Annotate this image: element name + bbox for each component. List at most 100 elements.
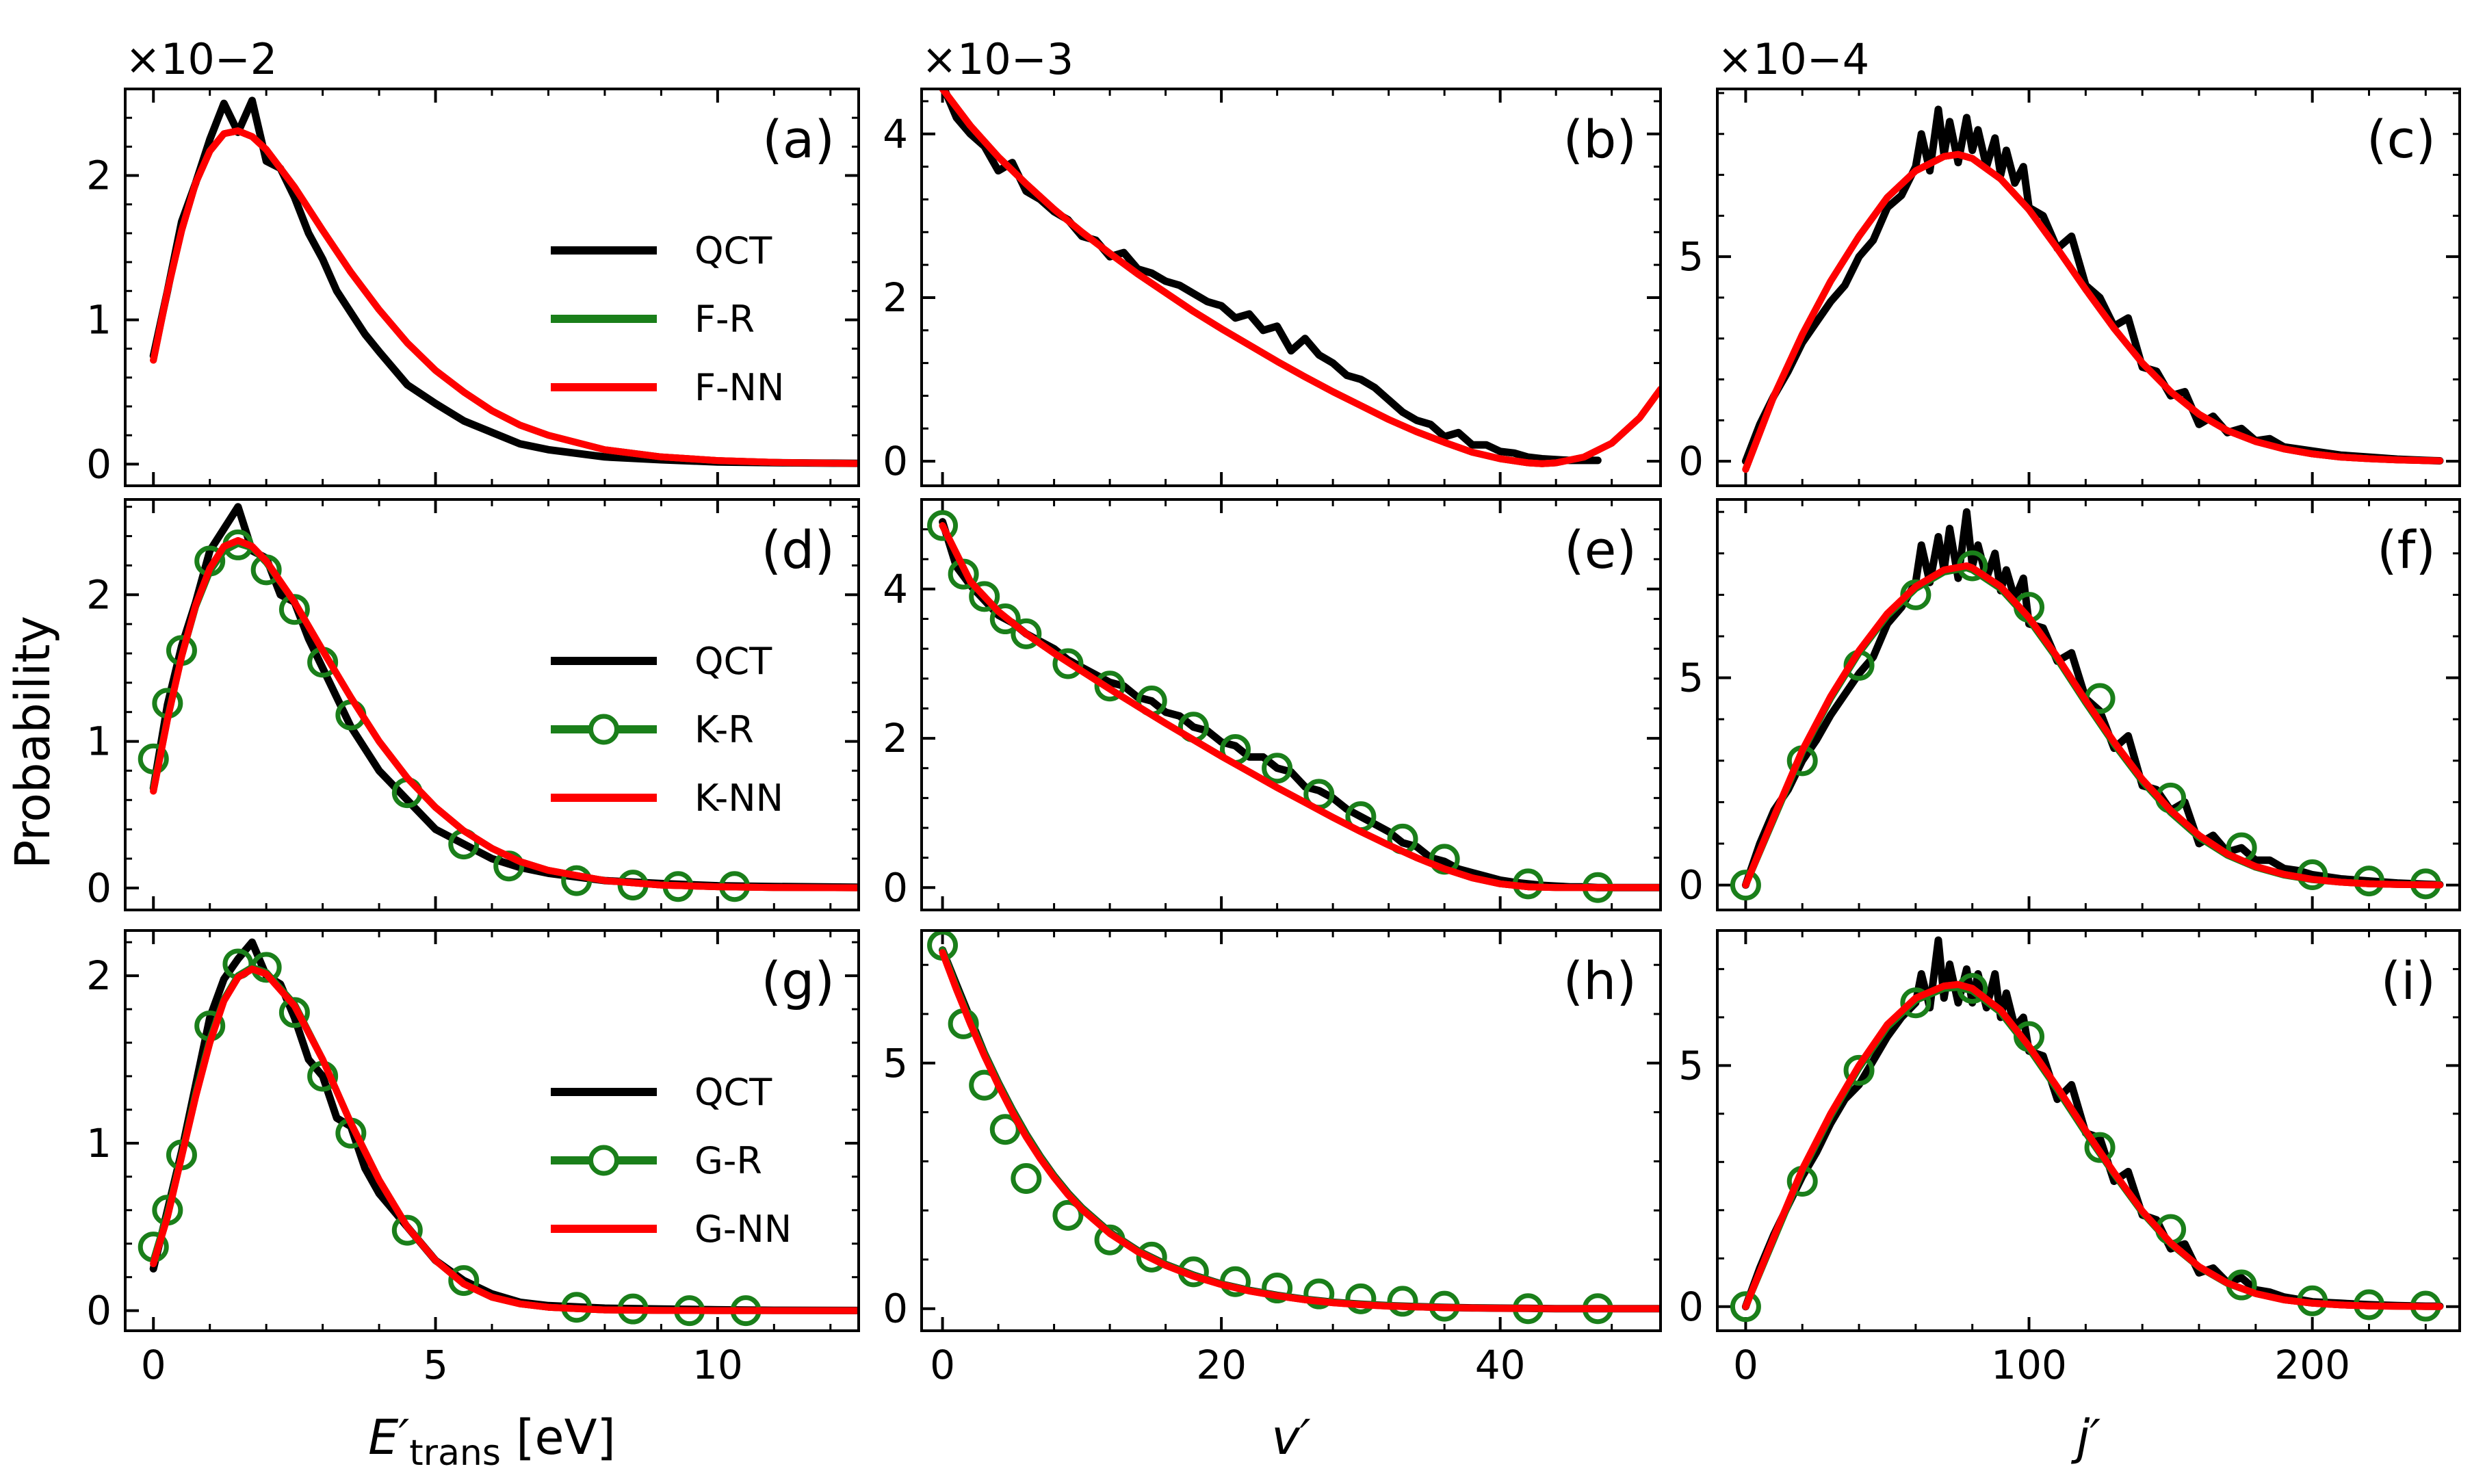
series-line-nn xyxy=(1742,562,2443,889)
series-line-regression xyxy=(1742,151,2443,473)
y-tick-label: 1 xyxy=(86,718,112,765)
legend-label: K-NN xyxy=(694,777,783,820)
y-tick-label: 4 xyxy=(883,566,908,612)
series-line-nn-top xyxy=(150,537,859,891)
axes-frame xyxy=(920,498,1662,911)
panel-g: 0 5 10 0 1 2 (g) QCT G-R G-NN E′trans [eV] xyxy=(86,929,860,1474)
panel-label: (g) xyxy=(761,950,835,1011)
y-tick-label: 0 xyxy=(86,1288,112,1334)
x-axis-label-main: v′ xyxy=(1271,1409,1310,1466)
legend-marker xyxy=(588,714,619,745)
y-tick-label: 0 xyxy=(1678,438,1704,484)
panel-a: 0 1 2 (a) ×10−2 QCT F-R F-NN xyxy=(86,34,860,487)
panel-c: 0 5 (c) ×10−4 xyxy=(1678,34,2461,487)
data-point-marker xyxy=(1262,1273,1293,1304)
plot-area xyxy=(927,930,1661,1325)
series-line-regression xyxy=(939,89,1661,467)
x-tick-label: 40 xyxy=(1475,1342,1526,1388)
y-tick-label: 2 xyxy=(883,715,908,761)
axes-frame xyxy=(124,88,860,487)
legend-label: QCT xyxy=(694,640,772,683)
panel-h: 0 20 40 0 5 (h) v′ xyxy=(883,929,1662,1466)
data-point-marker xyxy=(1957,973,1988,1004)
plot-area xyxy=(1741,105,2444,473)
x-axis-label: E′trans [eV] xyxy=(368,1409,616,1474)
y-tick-label: 0 xyxy=(883,1286,908,1332)
x-axis-label-unit: [eV] xyxy=(501,1409,616,1466)
x-tick-label: 0 xyxy=(930,1342,955,1388)
axis-multiplier: ×10−2 xyxy=(125,34,277,84)
panel-label: (f) xyxy=(2377,519,2436,580)
data-point-marker xyxy=(1052,648,1084,679)
series-line-nn-top xyxy=(150,965,859,1314)
x-axis-label-sub: trans xyxy=(409,1433,501,1474)
data-point-marker xyxy=(1900,987,1931,1019)
x-tick-label: 10 xyxy=(692,1342,743,1388)
series-line-qct xyxy=(940,89,1602,465)
data-point-marker xyxy=(1011,1162,1042,1194)
data-point-marker xyxy=(2084,1132,2116,1163)
series-line-qct xyxy=(149,938,859,1314)
series-line-qct xyxy=(149,503,859,891)
legend-label: F-NN xyxy=(694,366,784,409)
axis-multiplier: ×10−3 xyxy=(922,34,1074,84)
y-tick-label: 2 xyxy=(86,952,112,999)
panel-label: (i) xyxy=(2381,950,2436,1011)
axis-multiplier: ×10−4 xyxy=(1717,34,1869,84)
series-line-qct xyxy=(1741,105,2444,465)
series-line-nn xyxy=(939,522,1661,891)
series-line-qct xyxy=(939,518,1661,891)
series-line-regression xyxy=(1742,564,2443,889)
y-tick-label: 4 xyxy=(883,111,908,157)
axes-frame xyxy=(124,498,860,911)
y-tick-label: 0 xyxy=(883,864,908,911)
series-line-qct xyxy=(1741,936,2444,1311)
y-tick-label: 0 xyxy=(883,438,908,484)
data-point-marker xyxy=(1262,753,1293,784)
legend-label: QCT xyxy=(694,229,772,272)
y-tick-label: 1 xyxy=(86,296,112,343)
legend-marker xyxy=(588,1145,619,1176)
plot-area xyxy=(1730,936,2444,1323)
series-line-qct xyxy=(149,96,859,467)
x-tick-label: 0 xyxy=(141,1342,166,1388)
legend-label: F-R xyxy=(694,298,755,341)
panel-label: (e) xyxy=(1564,519,1637,580)
y-tick-label: 2 xyxy=(883,274,908,321)
y-tick-label: 0 xyxy=(86,865,112,911)
series-line-nn-top xyxy=(150,127,859,467)
x-tick-label: 100 xyxy=(1991,1342,2067,1388)
series-line-nn-top xyxy=(939,949,1661,1312)
x-axis-label-main: E′ xyxy=(368,1409,409,1466)
panel-label: (h) xyxy=(1563,950,1637,1011)
y-tick-label: 2 xyxy=(86,571,112,618)
x-tick-label: 200 xyxy=(2274,1342,2350,1388)
data-point-marker xyxy=(1730,1291,1761,1323)
y-tick-label: 0 xyxy=(1678,862,1704,909)
series-line-nn xyxy=(939,949,1661,1312)
plot-area xyxy=(1730,508,2444,901)
panel-i: 0 100 200 0 5 (i) j′ xyxy=(1678,929,2461,1466)
data-point-marker xyxy=(391,1214,423,1246)
data-point-marker xyxy=(1094,671,1126,702)
data-point-marker xyxy=(1387,1286,1418,1317)
series-line-nn-top xyxy=(939,522,1661,891)
x-tick-label: 0 xyxy=(1733,1342,1758,1388)
panel-b: 0 2 4 (b) ×10−3 xyxy=(883,34,1662,487)
panel-d: 0 1 2 (d) QCT K-R K-NN xyxy=(86,498,860,911)
data-point-marker xyxy=(969,581,1000,612)
panel-f: 0 5 (f) xyxy=(1678,498,2461,911)
panel-label: (a) xyxy=(762,109,835,170)
series-line-nn xyxy=(939,89,1661,467)
series-line-regression xyxy=(939,522,1661,891)
y-tick-label: 2 xyxy=(86,153,112,199)
panel-label: (d) xyxy=(761,519,835,580)
axes-frame xyxy=(1716,88,2461,487)
data-point-marker xyxy=(278,997,310,1028)
y-axis-label: Probability xyxy=(5,616,61,869)
plot-area xyxy=(149,96,859,467)
data-point-marker xyxy=(1052,1199,1084,1231)
series-line-nn-top xyxy=(1742,151,2443,473)
plot-area xyxy=(138,503,859,902)
legend-label: QCT xyxy=(694,1071,772,1114)
